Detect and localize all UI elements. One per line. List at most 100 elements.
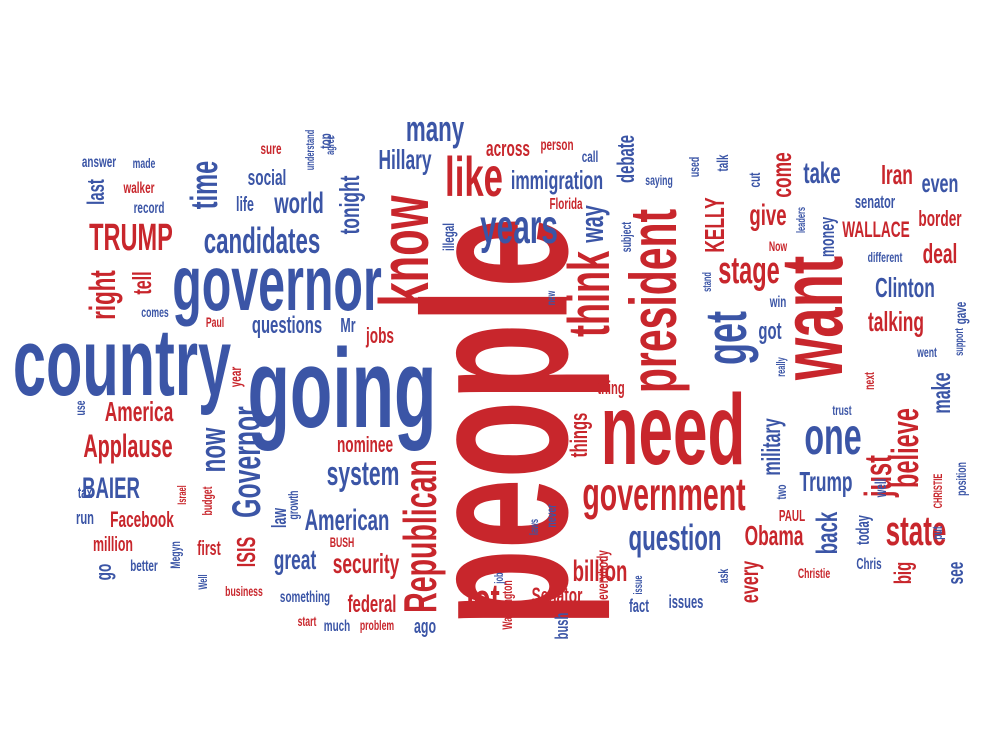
- word-tax: tax: [77, 485, 93, 502]
- word-bush: bush: [552, 612, 572, 640]
- word-paul: Paul: [205, 314, 225, 330]
- word-understand: understand: [303, 129, 317, 171]
- word-use: use: [72, 400, 88, 416]
- word-job: job: [492, 572, 506, 584]
- word-go: go: [91, 563, 116, 581]
- word-back: back: [811, 511, 844, 555]
- word-bush-caps: BUSH: [329, 534, 355, 550]
- word-well-cap: Well: [196, 574, 210, 590]
- word-new: new: [544, 290, 558, 306]
- word-money: money: [817, 217, 839, 257]
- word-call: call: [581, 149, 599, 166]
- word-christie: Christie: [797, 565, 831, 581]
- word-well: well: [873, 478, 890, 498]
- word-trust: trust: [832, 402, 852, 418]
- word-applause: Applause: [83, 428, 173, 464]
- word-even: even: [921, 168, 959, 198]
- word-many: many: [405, 108, 465, 149]
- word-across: across: [486, 136, 530, 161]
- word-like: like: [445, 145, 503, 208]
- word-give: give: [749, 199, 787, 232]
- word-come: come: [766, 152, 797, 198]
- word-next: next: [861, 372, 877, 390]
- word-trump-caps: TRUMP: [89, 217, 173, 259]
- word-florida: Florida: [549, 196, 583, 213]
- word-kelly: KELLY: [699, 197, 730, 253]
- word-chris: Chris: [856, 556, 882, 573]
- word-two: two: [773, 484, 789, 500]
- word-different: different: [867, 249, 903, 265]
- word-israel: Israel: [175, 485, 189, 505]
- word-make: make: [926, 372, 956, 414]
- word-laws: laws: [527, 518, 541, 536]
- word-put: put: [929, 526, 945, 540]
- word-christie-caps: CHRISTIE: [931, 473, 945, 509]
- word-something: something: [279, 589, 331, 606]
- word-baier: BAIER: [82, 472, 140, 505]
- word-saying: saying: [645, 172, 673, 188]
- word-state: state: [885, 507, 947, 554]
- word-see: see: [943, 561, 968, 585]
- word-military: military: [756, 418, 786, 476]
- word-now-cap: Now: [768, 238, 788, 254]
- word-talk: talk: [715, 154, 732, 172]
- word-question: question: [628, 517, 722, 558]
- word-hillary: Hillary: [378, 144, 432, 175]
- word-never: never: [543, 504, 559, 528]
- word-nominee: nominee: [336, 432, 394, 457]
- word-position: position: [953, 462, 969, 496]
- word-questions: questions: [251, 312, 323, 339]
- word-sure: sure: [260, 141, 282, 158]
- word-big: big: [890, 561, 917, 585]
- word-trump: Trump: [799, 466, 853, 497]
- word-years: years: [480, 201, 558, 254]
- word-believe: believe: [885, 408, 927, 488]
- word-budget: budget: [199, 486, 215, 516]
- word-think: think: [557, 251, 622, 337]
- word-america: America: [104, 396, 174, 427]
- word-talking: talking: [868, 306, 924, 337]
- word-border: border: [918, 206, 962, 231]
- word-federal: federal: [347, 591, 397, 618]
- word-obama: Obama: [744, 520, 804, 551]
- word-run: run: [76, 508, 94, 528]
- word-right: right: [82, 270, 123, 320]
- word-lot: lot: [466, 575, 500, 624]
- word-jobs: jobs: [365, 323, 395, 348]
- word-paul-caps: PAUL: [778, 508, 806, 525]
- word-made: made: [132, 155, 156, 171]
- word-wallace: WALLACE: [842, 217, 910, 242]
- word-win: win: [769, 294, 787, 311]
- word-better: better: [130, 558, 158, 575]
- word-record: record: [133, 200, 165, 217]
- word-everybody: everybody: [595, 550, 612, 600]
- word-tell: tell: [127, 271, 157, 295]
- word-start: start: [297, 613, 317, 629]
- word-person: person: [540, 137, 574, 154]
- word-life: life: [236, 194, 254, 216]
- word-need: need: [600, 374, 746, 486]
- word-system: system: [326, 455, 400, 493]
- word-take: take: [803, 157, 841, 190]
- word-answer: answer: [81, 154, 117, 171]
- word-megyn: Megyn: [167, 541, 183, 569]
- word-now: now: [192, 427, 233, 473]
- word-tonight: tonight: [334, 175, 365, 235]
- word-washington: Washington: [499, 580, 515, 630]
- word-law: law: [269, 508, 291, 528]
- word-government: government: [582, 468, 746, 520]
- word-million: million: [93, 534, 133, 556]
- word-governor-cap: Governor: [225, 406, 269, 518]
- word-much: much: [323, 618, 351, 635]
- word-republican: Republican: [394, 459, 446, 613]
- word-year: year: [228, 366, 245, 388]
- word-iran: Iran: [881, 159, 913, 190]
- word-going: going: [247, 326, 437, 451]
- word-first: first: [197, 538, 221, 560]
- word-used: used: [686, 156, 702, 178]
- word-thing: thing: [597, 378, 625, 398]
- word-fact: fact: [629, 596, 649, 616]
- word-way: way: [574, 205, 610, 243]
- word-really: really: [774, 357, 788, 377]
